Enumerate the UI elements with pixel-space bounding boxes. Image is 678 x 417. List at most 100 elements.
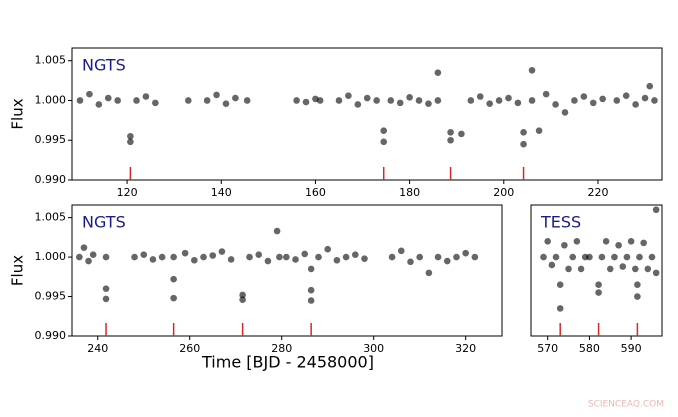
data-point — [181, 249, 189, 257]
data-point — [520, 140, 527, 148]
data-point — [636, 253, 643, 261]
data-point — [273, 227, 281, 235]
x-tick-label: 280 — [271, 342, 292, 355]
y-tick-label: 1.000 — [35, 93, 67, 106]
data-point — [540, 253, 547, 261]
data-point — [528, 97, 536, 104]
x-tick-label: 260 — [179, 342, 200, 355]
data-point — [589, 99, 597, 107]
data-point — [345, 92, 352, 100]
data-point — [652, 269, 660, 277]
data-point — [264, 257, 272, 265]
data-point — [243, 97, 251, 104]
data-point — [302, 98, 310, 106]
data-point — [127, 138, 134, 146]
data-point — [142, 93, 150, 100]
data-point — [95, 101, 103, 108]
data-point — [569, 253, 577, 261]
x-tick-label: 160 — [305, 186, 326, 199]
data-point — [622, 92, 630, 100]
data-point — [416, 253, 423, 261]
data-point — [232, 94, 239, 102]
data-point — [316, 97, 324, 104]
data-point — [462, 249, 469, 257]
data-point — [598, 253, 606, 261]
data-point — [276, 253, 283, 261]
data-point — [239, 291, 246, 299]
y-tick-label: 0.990 — [35, 173, 67, 186]
data-point — [425, 100, 432, 107]
x-axis-label: Time [BJD - 2458000] — [201, 353, 374, 372]
data-point — [648, 253, 656, 261]
data-point — [363, 94, 371, 102]
data-point — [613, 97, 621, 104]
data-point — [104, 94, 112, 102]
instrument-label: TESS — [540, 213, 581, 232]
data-point — [76, 253, 83, 261]
data-point — [200, 253, 207, 261]
data-point — [127, 132, 134, 140]
data-point — [434, 69, 442, 76]
data-point — [535, 127, 543, 134]
data-point — [634, 293, 641, 300]
data-point — [415, 97, 423, 104]
data-point — [239, 296, 246, 303]
plot-frame — [71, 204, 503, 337]
data-point — [443, 257, 451, 265]
data-point — [552, 101, 559, 108]
x-tick-label: 590 — [621, 342, 642, 355]
data-point — [185, 97, 192, 104]
data-point — [565, 265, 572, 273]
data-point — [552, 253, 560, 261]
data-point — [102, 295, 110, 303]
data-point — [556, 281, 564, 289]
data-point — [640, 239, 647, 247]
y-tick-label: 0.990 — [35, 329, 67, 342]
watermark: SCIENCEAQ.COM — [588, 400, 664, 410]
x-tick-label: 200 — [493, 186, 514, 199]
data-point — [222, 100, 230, 107]
data-point — [191, 256, 198, 264]
data-point — [651, 97, 658, 104]
data-point — [293, 97, 300, 104]
x-tick-label: 220 — [587, 186, 608, 199]
data-point — [102, 285, 110, 292]
data-point — [514, 99, 522, 107]
data-point — [471, 253, 479, 261]
data-point — [520, 128, 527, 136]
data-point — [646, 82, 654, 90]
y-axis-label: Flux — [9, 98, 27, 129]
y-tick-label: 1.005 — [35, 211, 67, 224]
data-point — [283, 253, 290, 261]
data-point — [140, 251, 148, 259]
data-point — [396, 99, 404, 107]
data-point — [342, 253, 350, 261]
data-point — [599, 95, 606, 103]
data-point — [631, 265, 639, 273]
data-point — [644, 265, 652, 273]
data-point — [388, 253, 396, 261]
data-point — [615, 241, 622, 249]
x-tick-label: 300 — [363, 342, 384, 355]
data-point — [380, 138, 388, 146]
data-point — [292, 256, 299, 263]
x-tick-label: 120 — [117, 186, 138, 199]
data-point — [580, 93, 588, 100]
x-tick-label: 320 — [455, 342, 476, 355]
plot-frame — [71, 47, 663, 181]
x-tick-label: 180 — [399, 186, 420, 199]
x-tick-label: 140 — [211, 186, 232, 199]
data-point — [434, 97, 442, 104]
data-point — [131, 253, 138, 261]
data-point — [434, 253, 442, 261]
data-point — [476, 93, 484, 100]
y-tick-label: 1.000 — [35, 250, 67, 263]
data-point — [561, 109, 569, 116]
data-point — [373, 97, 380, 104]
data-point — [333, 256, 341, 264]
x-tick-label: 580 — [579, 342, 600, 355]
data-point — [301, 250, 309, 258]
data-point — [361, 255, 368, 262]
data-point — [634, 281, 641, 289]
